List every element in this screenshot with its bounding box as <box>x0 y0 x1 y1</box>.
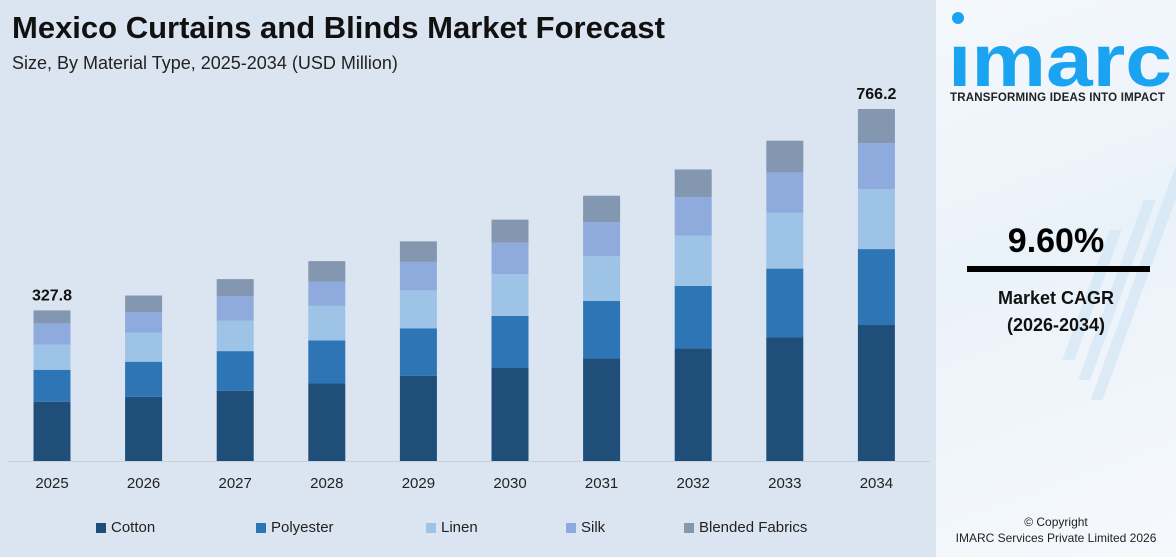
bar-segment-silk-2025 <box>33 323 71 345</box>
bar-segment-silk-2029 <box>399 261 437 291</box>
x-tick-label: 2032 <box>677 475 710 492</box>
bar-segment-linen-2027 <box>216 320 254 352</box>
legend-swatch <box>426 522 436 533</box>
bar-segment-blended-fabrics-2025 <box>33 310 71 324</box>
x-tick-label: 2028 <box>310 475 343 492</box>
bar-segment-cotton-2031 <box>583 358 621 461</box>
bar-segment-polyester-2034 <box>857 249 895 326</box>
bar-segment-cotton-2030 <box>491 367 529 461</box>
info-panel: ımarc TRANSFORMING IDEAS INTO IMPACT 9.6… <box>936 0 1176 557</box>
bar-segment-blended-fabrics-2028 <box>308 261 346 282</box>
bar-segment-linen-2033 <box>766 212 804 269</box>
chart-panel: Mexico Curtains and Blinds Market Foreca… <box>8 10 930 536</box>
x-tick-label: 2031 <box>585 475 618 492</box>
legend-label: Polyester <box>271 519 334 536</box>
bar-segment-linen-2026 <box>125 332 163 362</box>
cagr-value: 9.60% <box>1007 222 1105 260</box>
chart-title: Mexico Curtains and Blinds Market Foreca… <box>12 10 665 45</box>
svg-text:ımarc: ımarc <box>948 19 1172 90</box>
bar-segment-linen-2030 <box>491 274 529 316</box>
legend-swatch <box>566 522 576 533</box>
bar-segment-polyester-2027 <box>216 351 254 391</box>
bar-segment-silk-2031 <box>583 222 621 257</box>
bar-segment-silk-2026 <box>125 312 163 333</box>
bar-segment-cotton-2029 <box>399 375 437 461</box>
bar-segment-polyester-2030 <box>491 315 529 368</box>
copyright: © Copyright IMARC Services Private Limit… <box>936 514 1176 546</box>
x-tick-label: 2025 <box>35 475 68 492</box>
bar-segment-polyester-2028 <box>308 340 346 384</box>
legend-label: Blended Fabrics <box>699 519 808 536</box>
legend-item: Silk <box>566 519 684 536</box>
bar-segment-linen-2034 <box>857 189 895 250</box>
bar-segment-linen-2032 <box>674 235 712 286</box>
data-label: 766.2 <box>856 86 896 103</box>
bar-segment-polyester-2026 <box>125 361 163 397</box>
bar-segment-blended-fabrics-2031 <box>583 195 621 223</box>
bar-segment-linen-2028 <box>308 305 346 341</box>
bar-segment-blended-fabrics-2033 <box>766 140 804 173</box>
legend-label: Linen <box>441 519 478 536</box>
bar-segment-cotton-2026 <box>125 396 163 461</box>
bar-segment-cotton-2032 <box>674 348 712 461</box>
bar-segment-polyester-2025 <box>33 369 71 402</box>
bar-segment-blended-fabrics-2032 <box>674 169 712 198</box>
bar-segment-silk-2028 <box>308 281 346 306</box>
legend-item: Blended Fabrics <box>684 519 834 536</box>
bar-segment-silk-2027 <box>216 296 254 321</box>
cagr-label: Market CAGR (2026-2034) <box>936 285 1176 339</box>
bar-segment-polyester-2032 <box>674 285 712 349</box>
stacked-bar-chart: 2025 327.8 2026 2027 2028 2029 2030 2031 2032 203… <box>8 86 930 492</box>
legend-label: Cotton <box>111 519 156 536</box>
cagr-period: (2026-2034) <box>1006 315 1106 335</box>
chart-subtitle: Size, By Material Type, 2025-2034 (USD M… <box>12 53 398 73</box>
x-tick-label: 2029 <box>402 475 435 492</box>
cagr-label-text: Market CAGR <box>997 288 1115 308</box>
bar-segment-silk-2032 <box>674 197 712 236</box>
legend-item: Polyester <box>256 519 426 536</box>
bar-segment-linen-2025 <box>33 344 71 370</box>
bar-segment-polyester-2031 <box>583 300 621 359</box>
legend: Cotton Polyester Linen Silk Blended Fabrics <box>96 519 834 536</box>
x-tick-label: 2026 <box>127 475 160 492</box>
legend-swatch <box>684 522 694 533</box>
bar-segment-cotton-2033 <box>766 337 804 461</box>
divider <box>967 266 1150 272</box>
x-tick-label: 2030 <box>493 475 526 492</box>
copyright-holder: IMARC Services Private Limited 2026 <box>955 531 1157 545</box>
bar-segment-silk-2034 <box>857 143 895 190</box>
legend-swatch <box>96 522 106 533</box>
bar-segment-cotton-2027 <box>216 390 254 461</box>
legend-item: Linen <box>426 519 566 536</box>
bar-segment-blended-fabrics-2026 <box>125 295 163 313</box>
bar-segment-cotton-2028 <box>308 383 346 461</box>
bar-segment-silk-2030 <box>491 242 529 275</box>
legend-item: Cotton <box>96 519 256 536</box>
bar-segment-silk-2033 <box>766 172 804 213</box>
legend-label: Silk <box>581 519 606 536</box>
bar-segment-blended-fabrics-2030 <box>491 219 529 243</box>
data-label: 327.8 <box>32 287 72 304</box>
x-tick-label: 2034 <box>860 475 893 492</box>
bar-segment-cotton-2034 <box>857 325 895 461</box>
legend-swatch <box>256 522 266 533</box>
bar-segment-polyester-2029 <box>399 328 437 376</box>
copyright-text: © Copyright <box>1024 515 1088 529</box>
bar-segment-cotton-2025 <box>33 401 71 461</box>
x-tick-label: 2027 <box>219 475 252 492</box>
bar-segment-blended-fabrics-2034 <box>857 109 895 144</box>
x-tick-label: 2033 <box>768 475 801 492</box>
bar-segment-blended-fabrics-2029 <box>399 241 437 262</box>
bar-segment-polyester-2033 <box>766 268 804 338</box>
imarc-logo: ımarc <box>948 12 1172 90</box>
tagline: TRANSFORMING IDEAS INTO IMPACT <box>950 92 1166 104</box>
bar-segment-blended-fabrics-2027 <box>216 279 254 297</box>
bar-segment-linen-2031 <box>583 256 621 301</box>
bar-segment-linen-2029 <box>399 290 437 329</box>
